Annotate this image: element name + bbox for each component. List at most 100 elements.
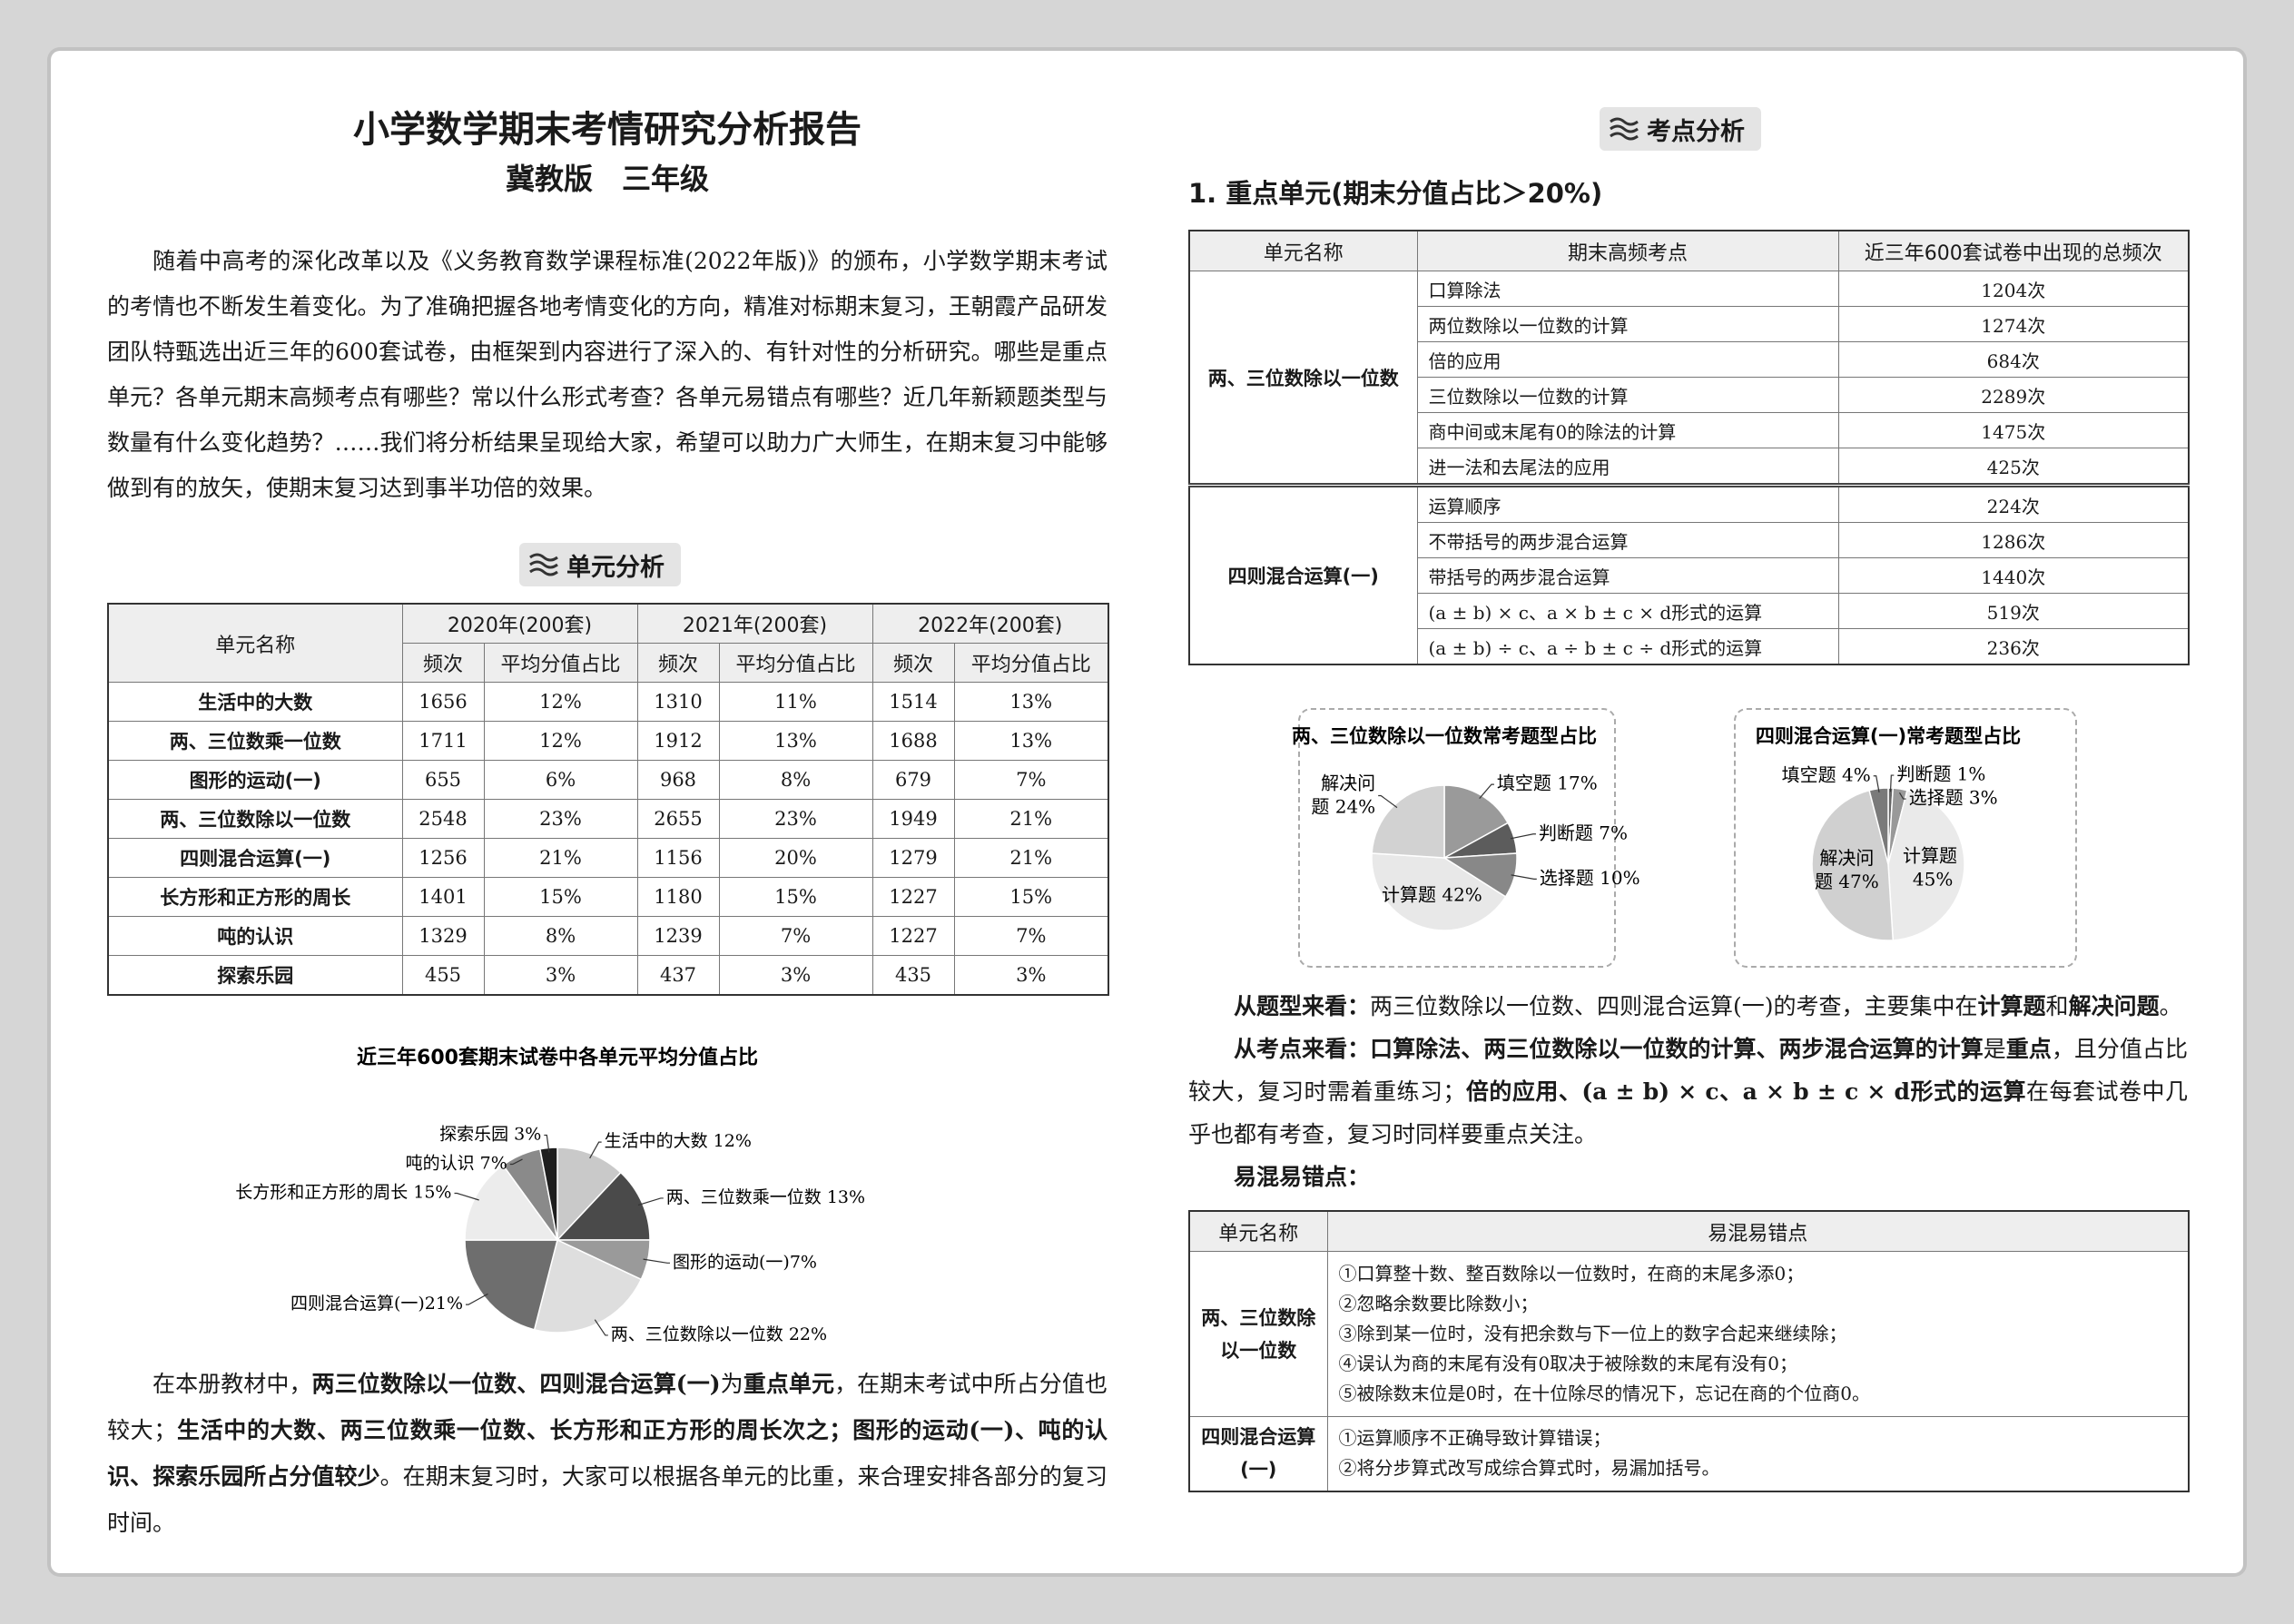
table-cell: 21% [953, 799, 1109, 839]
data-label: 两、三位数除以一位数 22% [611, 1324, 827, 1344]
table-cell: 21% [483, 838, 638, 878]
table-cell: 435 [871, 955, 955, 996]
text-run: 重点单元 [743, 1371, 835, 1397]
topic: (a ± b) × c、a × b ± c × d形式的运算 [1416, 593, 1839, 629]
paragraph: 从考点来看：口算除法、两三位数除以一位数的计算、两步混合运算的计算是重点，且分值… [1188, 1028, 2188, 1156]
table-cell: 1656 [401, 682, 485, 722]
pie-slice [1371, 852, 1507, 931]
data-label: 判断题 7% [1539, 822, 1628, 843]
column-header: 单元名称 [1188, 230, 1418, 271]
table-cell: 655 [401, 760, 485, 800]
pie-slice [1887, 789, 1965, 941]
section-heading-text: 单元分析 [566, 553, 665, 582]
chart-title: 四则混合运算(一)常考题型占比 [1756, 725, 2021, 747]
data-label: 两、三位数乘一位数 13% [666, 1187, 865, 1207]
topic: (a ± b) ÷ c、a ÷ b ± c ÷ d形式的运算 [1416, 628, 1839, 665]
text-run: 从考点来看：口算除法、两三位数除以一位数的计算、两步混合运算的计算 [1234, 1036, 1984, 1062]
chart-title: 两、三位数除以一位数常考题型占比 [1292, 725, 1597, 747]
table-row: 三位数除以一位数的计算 2289次 [1189, 377, 2190, 413]
table-cell: 1401 [401, 877, 485, 917]
text-run: 。 [2159, 993, 2182, 1019]
section-heading-text: 考点分析 [1647, 117, 1745, 146]
topic: 口算除法 [1416, 271, 1839, 307]
table-cell: 7% [953, 760, 1109, 800]
error-item: ②忽略余数要比除数小； [1338, 1293, 1539, 1314]
conclusion-paragraph: 在本册教材中，两三位数除以一位数、四则混合运算(一)为重点单元，在期末考试中所占… [107, 1361, 1108, 1546]
data-label: 生活中的大数 12% [605, 1131, 752, 1151]
pie-slice [464, 1239, 558, 1331]
data-label: 探索乐园 3% [439, 1125, 541, 1145]
text-run: 两三位数除以一位数、四则混合运算(一) [311, 1371, 721, 1397]
text-run: 倍的应用、(a ± b) × c、a × b ± c × d形式的运算 [1465, 1078, 2027, 1105]
sub-header: 平均分值占比 [953, 643, 1109, 683]
error-item: ①运算顺序不正确导致计算错误； [1338, 1427, 1611, 1450]
table-row: 四则混合运算(一) 运算顺序 224次 [1188, 483, 2190, 665]
table-cell: 1227 [871, 877, 955, 917]
table-cell: 15% [953, 877, 1109, 917]
unit-name: 吨的认识 [107, 916, 403, 956]
column-header: 2022年(200套) [871, 603, 1109, 644]
unit-name: 两、三位数除以一位数 [1188, 1251, 1328, 1417]
data-label: 填空题 4% [1782, 763, 1871, 785]
column-header: 单元名称 [1188, 1210, 1328, 1252]
column-header: 2021年(200套) [636, 603, 873, 644]
frequency: 236次 [1837, 628, 2190, 665]
topic: 两位数除以一位数的计算 [1416, 306, 1839, 342]
table-cell: 1514 [871, 682, 955, 722]
leader-line [1510, 833, 1536, 840]
table-row: 两、三位数除以一位数 ①口算整十数、整百数除以一位数时，在商的末尾多添0； ②忽略余… [1188, 1251, 2190, 1417]
leader-line [454, 1192, 479, 1201]
table-cell: 679 [871, 760, 955, 800]
pie-slice [1371, 784, 1445, 859]
text-run: 为 [720, 1371, 743, 1397]
text-run: 解决问题 [2068, 993, 2160, 1019]
table-row: 两、三位数除以一位数 口算除法 1204次 [1188, 271, 2190, 486]
unit-name: 两、三位数除以一位数 [1188, 271, 1418, 486]
topic: 带括号的两步混合运算 [1416, 557, 1839, 594]
topic: 进一法和去尾法的应用 [1416, 448, 1839, 486]
section-heading: 考点分析 [1600, 107, 1761, 151]
column-header: 期末高频考点 [1416, 230, 1839, 271]
frequency: 1204次 [1837, 271, 2190, 307]
data-label: 判断题 1% [1896, 763, 1985, 785]
data-label: 长方形和正方形的周长 15% [235, 1183, 451, 1203]
table-row: 两、三位数除以一位数 2548 23% 2655 23% 1949 21% [107, 799, 1109, 839]
table-cell: 968 [636, 760, 720, 800]
column-header: 近三年600套试卷中出现的总频次 [1837, 230, 2190, 271]
table-row: 商中间或末尾有0的除法的计算 1475次 [1189, 412, 2190, 448]
unit-name: 图形的运动(一) [107, 760, 403, 800]
table-cell: 1310 [636, 682, 720, 722]
table-cell: 1949 [871, 799, 955, 839]
data-label: 四则混合运算(一)21% [290, 1294, 463, 1314]
text-run: ，且分值占比较大，复习时需着重练习； [1188, 1036, 2188, 1105]
unit-name: 四则混合运算(一) [1188, 1416, 1328, 1491]
table-cell: 8% [718, 760, 873, 800]
topic: 不带括号的两步混合运算 [1416, 522, 1839, 558]
error-list: ①运算顺序不正确导致计算错误； ②将分步算式改写成综合算式时，易漏加括号。 [1326, 1416, 2190, 1491]
frequency: 684次 [1837, 341, 2190, 378]
error-item: ④误认为商的末尾有没有0取决于被除数的末尾有没有0； [1338, 1353, 1797, 1374]
table-cell: 12% [483, 721, 638, 761]
table-head: 单元名称 期末高频考点 近三年600套试卷中出现的总频次 [1188, 230, 2190, 271]
leader-line [589, 1141, 602, 1159]
data-label: 吨的认识 7% [406, 1154, 507, 1174]
sub-header: 平均分值占比 [718, 643, 873, 683]
frequency: 425次 [1837, 448, 2190, 486]
table-row: 四则混合运算(一) ①运算顺序不正确导致计算错误； ②将分步算式改写成综合算式时，易… [1188, 1416, 2190, 1491]
topic: 运算顺序 [1416, 483, 1839, 523]
data-label: 选择题 10% [1540, 867, 1640, 889]
topic: 三位数除以一位数的计算 [1416, 377, 1839, 413]
table-cell: 11% [718, 682, 873, 722]
leader-line [637, 1197, 664, 1206]
leader-line [643, 1258, 671, 1264]
intro-paragraph: 随着中高考的深化改革以及《义务教育数学课程标准(2022年版)》的颁布，小学数学… [107, 248, 1108, 501]
frequency: 224次 [1837, 483, 2190, 523]
table-cell: 1239 [636, 916, 720, 956]
data-label: 解决问题 24% [1311, 772, 1375, 817]
error-item: ⑤被除数末位是0时，在十位除尽的情况下，忘记在商的个位商0。 [1338, 1383, 1870, 1404]
leader-line [544, 1134, 550, 1153]
table-cell: 1711 [401, 721, 485, 761]
text-run: 重点 [2005, 1036, 2052, 1062]
unit-table: 单元名称 2020年(200套) 2021年(200套) 2022年(200套) 频次平… [107, 603, 1109, 996]
